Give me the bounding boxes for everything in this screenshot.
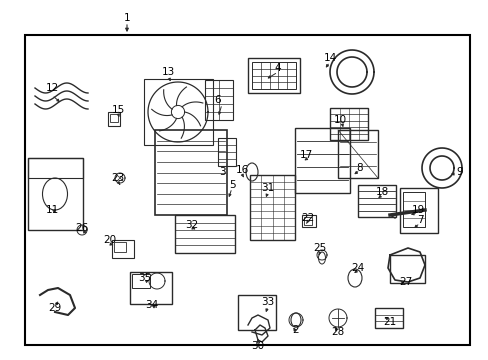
Bar bbox=[130, 272, 172, 304]
Bar bbox=[25, 35, 469, 345]
Text: 1: 1 bbox=[123, 13, 130, 23]
Bar bbox=[247, 58, 299, 93]
Text: 15: 15 bbox=[111, 105, 124, 115]
Bar bbox=[251, 62, 295, 89]
Bar bbox=[294, 128, 349, 193]
Bar bbox=[304, 217, 311, 225]
Text: 14: 14 bbox=[323, 53, 336, 63]
Bar bbox=[28, 158, 83, 230]
Text: 31: 31 bbox=[261, 183, 274, 193]
Text: 10: 10 bbox=[333, 115, 346, 125]
Text: 30: 30 bbox=[251, 341, 264, 351]
Text: 27: 27 bbox=[399, 277, 412, 287]
Bar bbox=[132, 274, 150, 288]
Bar bbox=[249, 175, 294, 240]
Text: 4: 4 bbox=[274, 63, 281, 73]
Bar bbox=[110, 114, 118, 122]
Text: 16: 16 bbox=[235, 165, 248, 175]
Text: 11: 11 bbox=[45, 205, 59, 215]
Text: 33: 33 bbox=[261, 297, 274, 307]
Bar bbox=[143, 79, 212, 145]
Text: 12: 12 bbox=[45, 83, 59, 93]
Bar bbox=[399, 188, 437, 233]
Text: 13: 13 bbox=[161, 67, 174, 77]
Text: 24: 24 bbox=[351, 263, 364, 273]
Text: 2: 2 bbox=[292, 325, 299, 335]
Bar bbox=[204, 80, 232, 120]
Bar bbox=[302, 215, 315, 227]
Text: 6: 6 bbox=[214, 95, 221, 105]
Bar bbox=[374, 308, 402, 328]
Text: 17: 17 bbox=[299, 150, 312, 160]
Text: 8: 8 bbox=[356, 163, 363, 173]
Text: 26: 26 bbox=[75, 223, 88, 233]
Text: 28: 28 bbox=[331, 327, 344, 337]
Bar bbox=[238, 295, 275, 330]
Text: 22: 22 bbox=[301, 213, 314, 223]
Text: 34: 34 bbox=[145, 300, 158, 310]
Bar bbox=[175, 215, 235, 253]
Bar bbox=[329, 108, 367, 140]
Text: 7: 7 bbox=[416, 215, 423, 225]
Bar bbox=[28, 158, 83, 178]
Text: 5: 5 bbox=[228, 180, 235, 190]
Bar bbox=[402, 192, 424, 227]
Text: 3: 3 bbox=[218, 167, 225, 177]
Text: 29: 29 bbox=[48, 303, 61, 313]
Bar bbox=[389, 255, 424, 283]
Bar bbox=[218, 138, 236, 166]
Bar bbox=[114, 242, 126, 252]
Text: 23: 23 bbox=[111, 173, 124, 183]
Text: 21: 21 bbox=[383, 317, 396, 327]
Bar bbox=[112, 240, 134, 258]
Text: 35: 35 bbox=[138, 273, 151, 283]
Text: 25: 25 bbox=[313, 243, 326, 253]
Text: 9: 9 bbox=[456, 167, 462, 177]
Text: 32: 32 bbox=[185, 220, 198, 230]
Bar bbox=[357, 185, 395, 217]
Text: 18: 18 bbox=[375, 187, 388, 197]
Text: 20: 20 bbox=[103, 235, 116, 245]
Bar bbox=[337, 130, 377, 178]
Text: 19: 19 bbox=[410, 205, 424, 215]
Bar bbox=[155, 130, 226, 215]
Bar bbox=[108, 112, 120, 126]
